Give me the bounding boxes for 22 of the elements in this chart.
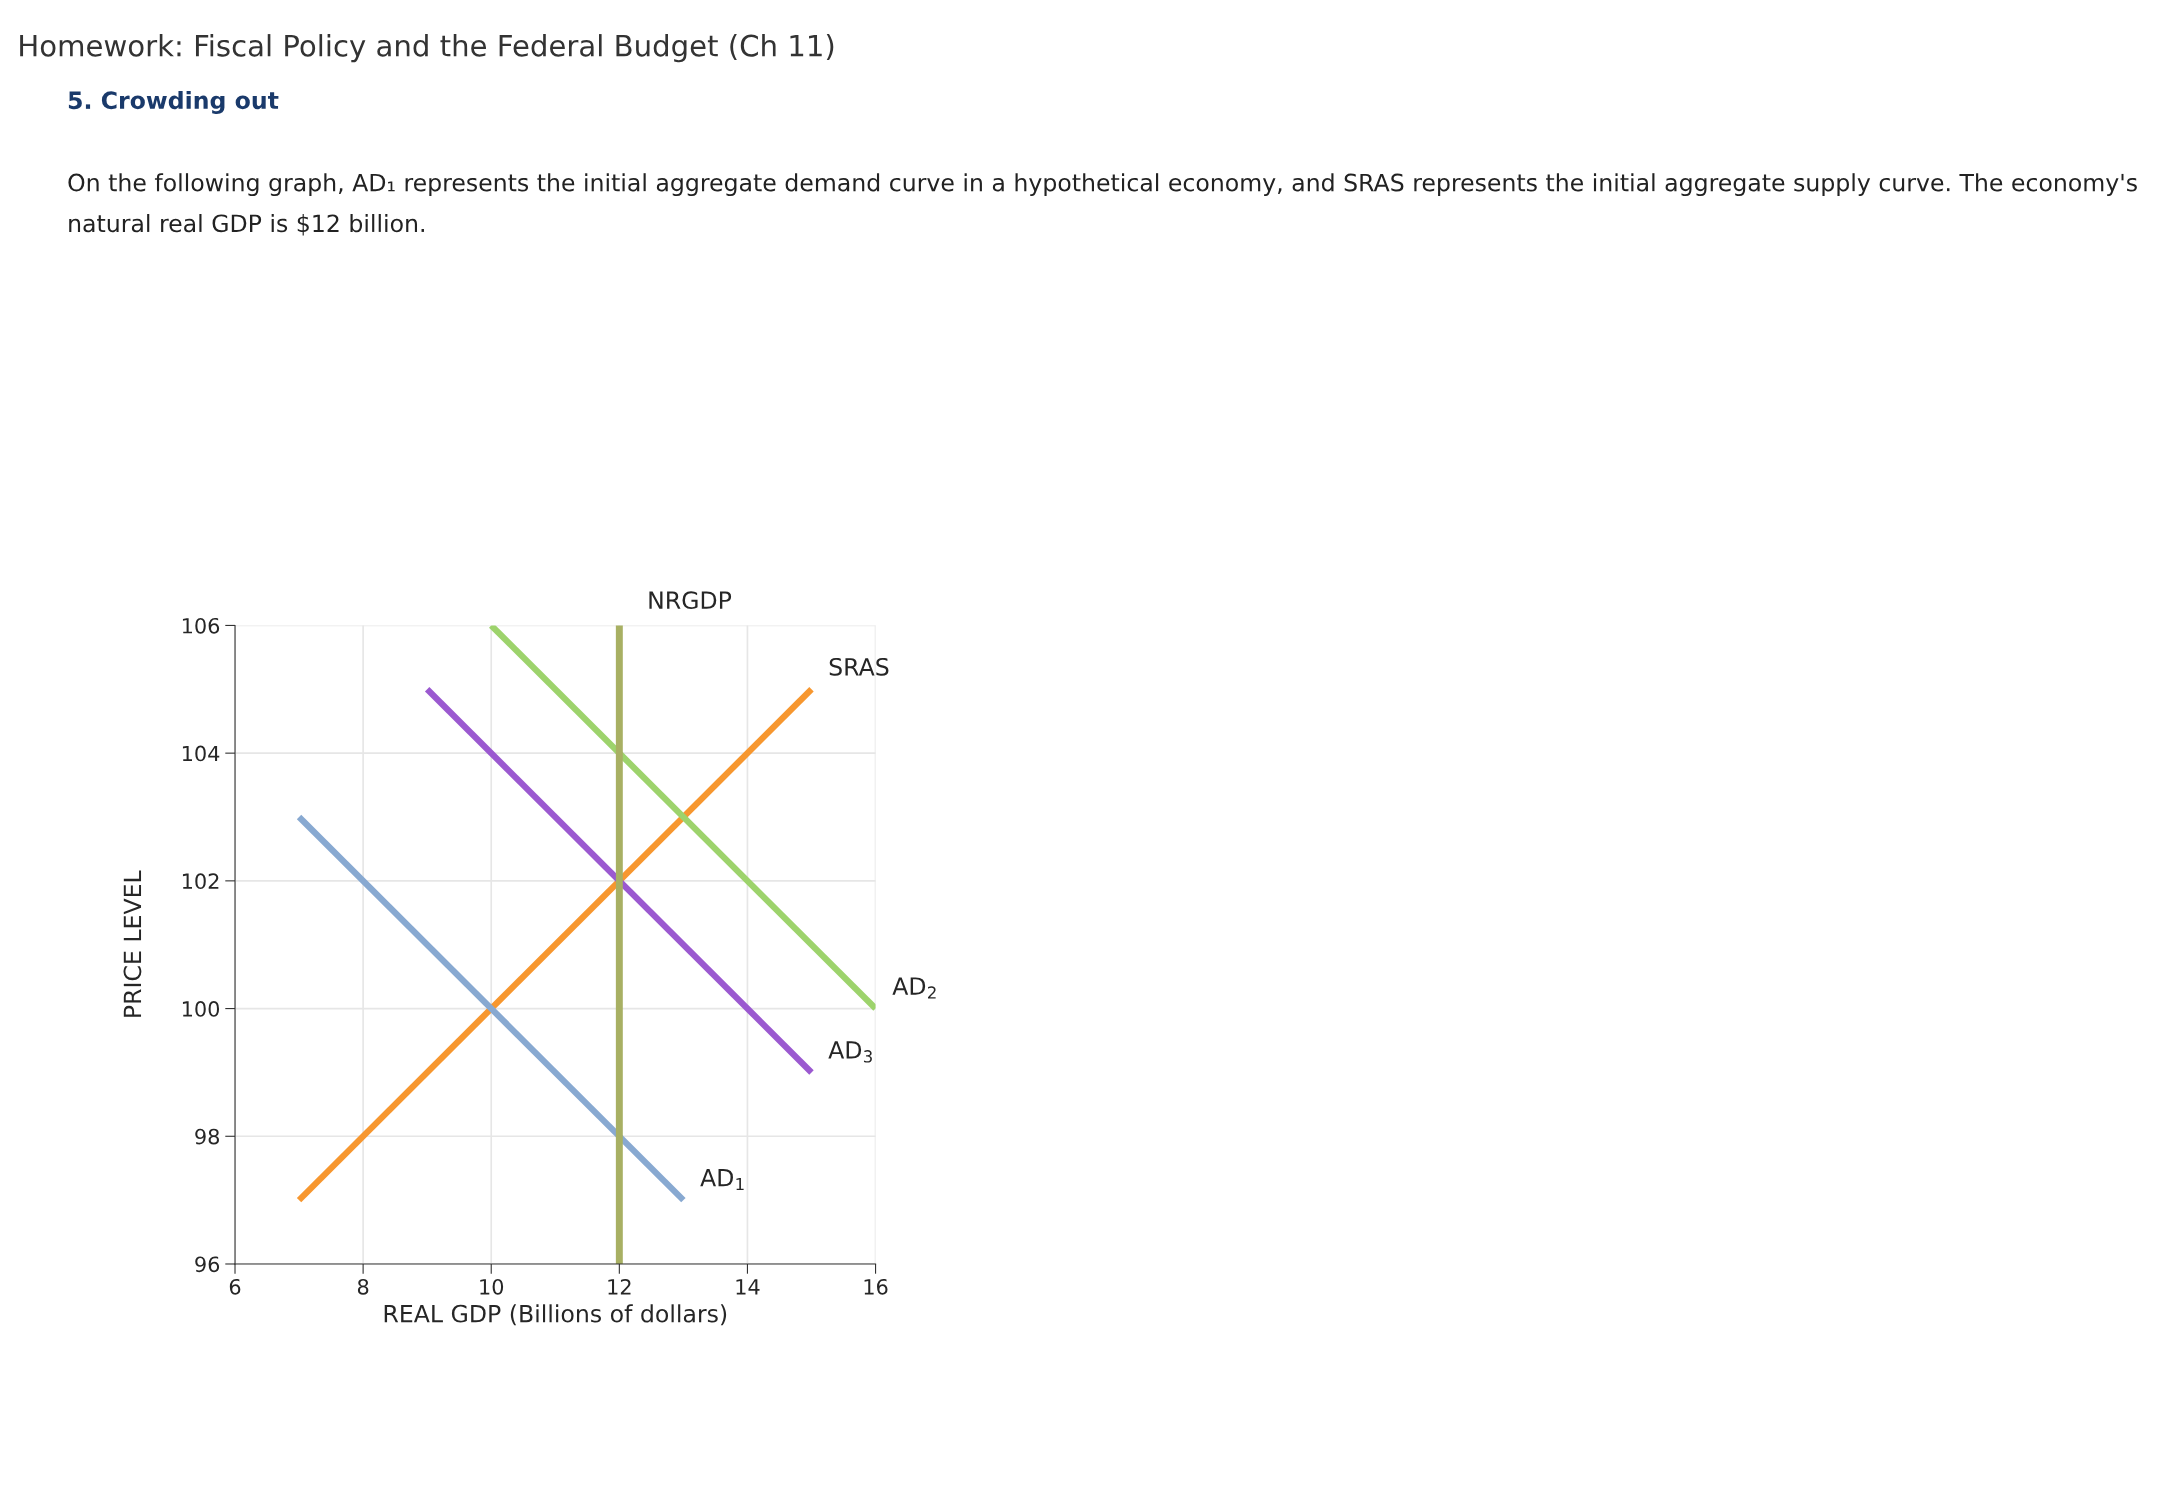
chart-subtitle: 5. Crowding out: [68, 90, 279, 114]
x-tick-label: 10: [480, 1278, 504, 1295]
x-tick-label: 14: [736, 1279, 760, 1295]
x-tick-label: 16: [864, 1278, 888, 1295]
series-label: AD$_{3}$: [828, 1041, 872, 1063]
x-tick-label: 8: [357, 1278, 369, 1295]
y-tick-label: 102: [182, 873, 219, 890]
series-label: SRAS: [829, 657, 889, 676]
ref-line-label: NRGDP: [649, 591, 732, 610]
y-axis-title: PRICE LEVEL: [123, 870, 142, 1017]
y-tick-label: 106: [182, 617, 220, 634]
y-tick-label: 96: [195, 1256, 220, 1273]
y-tick-label: 98: [195, 1128, 219, 1145]
series-label: AD$_{1}$: [700, 1169, 744, 1191]
x-axis-title: REAL GDP (Billions of dollars): [384, 1304, 727, 1326]
x-tick-label: 12: [608, 1278, 631, 1295]
y-tick-label: 100: [182, 1001, 220, 1017]
series-label: AD$_{2}$: [892, 977, 936, 999]
text: On the following graph, AD₁ represents the initial aggregate demand curve in a hypothetical economy, and SRAS represents the initial aggregate supply curve. The economy's natural real GDP is $12 billion.: [68, 173, 2137, 236]
y-tick-label: 104: [182, 745, 220, 762]
chart-title: Homework: Fiscal Policy and the Federal Budget (Ch 11): [20, 34, 834, 63]
x-tick-label: 6: [229, 1278, 241, 1295]
